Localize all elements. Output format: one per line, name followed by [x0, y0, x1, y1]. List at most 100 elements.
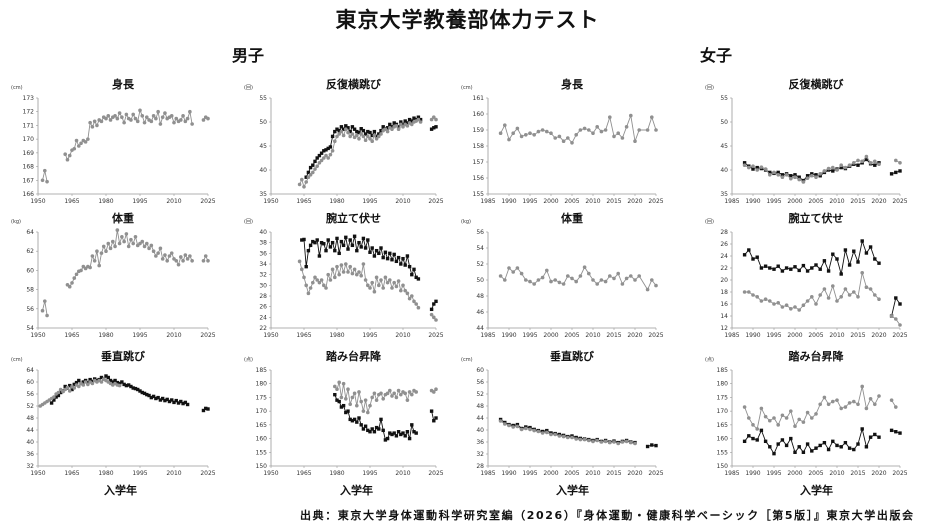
data-point	[818, 174, 822, 178]
data-point	[654, 128, 658, 132]
data-point	[319, 158, 324, 163]
data-point	[633, 139, 637, 143]
data-point	[401, 431, 405, 435]
y-tick-label: 52	[26, 403, 34, 410]
chart-title: 踏み台昇降	[789, 349, 845, 363]
y-tick-label: 64	[26, 367, 34, 374]
data-point	[201, 118, 206, 122]
data-point	[751, 423, 755, 427]
data-point	[322, 149, 326, 153]
data-point	[751, 164, 755, 168]
data-point	[390, 258, 394, 262]
y-tick-label: 35	[259, 191, 267, 198]
data-point	[106, 241, 111, 246]
y-tick-label: 48	[476, 293, 484, 300]
y-tick-label: 44	[476, 415, 484, 422]
data-point	[370, 133, 374, 138]
x-tick-label: 1995	[522, 198, 537, 205]
data-point	[396, 388, 401, 393]
data-point	[416, 305, 421, 310]
data-point	[793, 175, 797, 179]
data-point	[65, 157, 70, 162]
x-tick-label: 2010	[829, 332, 844, 339]
data-point	[847, 401, 852, 405]
chart-panel-7: 体重 (kg) 44 46 48 50 52 54 56 1985 1990 1995 2000 2005…	[461, 211, 664, 339]
data-point	[140, 390, 144, 395]
x-tick-label: 2025	[648, 470, 663, 477]
data-point	[414, 431, 418, 435]
data-point	[366, 428, 370, 433]
data-point	[374, 134, 379, 139]
data-point	[333, 248, 337, 253]
data-point	[410, 423, 414, 427]
data-point	[124, 112, 129, 117]
data-point	[894, 405, 898, 409]
data-point	[145, 115, 149, 119]
data-point	[151, 114, 156, 118]
data-point	[319, 151, 324, 155]
data-point	[115, 228, 120, 232]
data-point	[122, 120, 126, 125]
y-tick-label: 40	[259, 167, 267, 174]
x-tick-label: 2015	[606, 470, 621, 477]
data-point	[337, 128, 341, 133]
y-tick-label: 24	[259, 314, 267, 321]
data-point	[337, 251, 341, 256]
data-point	[608, 440, 612, 445]
data-point	[357, 240, 361, 245]
data-point	[503, 278, 507, 282]
data-point	[355, 248, 359, 253]
data-point	[810, 295, 814, 299]
data-point	[805, 269, 810, 273]
data-point	[104, 374, 108, 378]
series-hollow	[742, 271, 902, 327]
data-point	[826, 447, 831, 452]
data-point	[645, 287, 650, 292]
y-tick-label: 22	[720, 265, 728, 272]
data-point	[654, 283, 658, 288]
data-point	[818, 293, 822, 297]
data-point	[843, 405, 848, 409]
y-tick-label: 20	[720, 277, 728, 284]
data-point	[394, 434, 399, 438]
y-tick-label: 40	[26, 439, 34, 446]
data-point	[368, 137, 372, 141]
data-point	[578, 128, 583, 132]
data-point	[138, 389, 142, 393]
data-point	[317, 153, 322, 158]
data-point	[79, 141, 83, 146]
x-tick-label: 2010	[585, 470, 600, 477]
data-point	[131, 241, 135, 246]
data-point	[328, 152, 333, 157]
data-point	[72, 382, 76, 387]
y-tick-label: 54	[26, 325, 34, 332]
y-tick-label: 56	[476, 379, 484, 386]
data-point	[864, 157, 869, 162]
y-tick-label: 36	[26, 451, 34, 458]
chart-unit: (cm)	[461, 85, 473, 91]
data-point	[780, 175, 785, 179]
data-point	[432, 126, 436, 130]
data-point	[379, 132, 383, 136]
data-point	[498, 131, 503, 135]
series-hollow	[297, 115, 438, 189]
data-point	[839, 295, 843, 299]
y-tick-label: 166	[23, 191, 35, 198]
data-point	[366, 129, 370, 134]
data-point	[772, 451, 776, 456]
x-tick-label: 1950	[263, 332, 278, 339]
data-point	[372, 430, 377, 434]
x-tick-label: 2020	[871, 470, 886, 477]
data-point	[805, 410, 810, 415]
data-point	[793, 450, 797, 454]
chart-unit: (点)	[244, 357, 253, 363]
data-point	[805, 176, 810, 180]
data-point	[151, 249, 156, 253]
data-point	[330, 134, 335, 139]
x-tick-label: 1950	[263, 198, 278, 205]
data-point	[346, 130, 350, 135]
data-point	[176, 262, 181, 267]
data-point	[801, 303, 806, 308]
x-axis-label-col4: 入学年	[800, 484, 833, 497]
data-point	[368, 130, 372, 135]
